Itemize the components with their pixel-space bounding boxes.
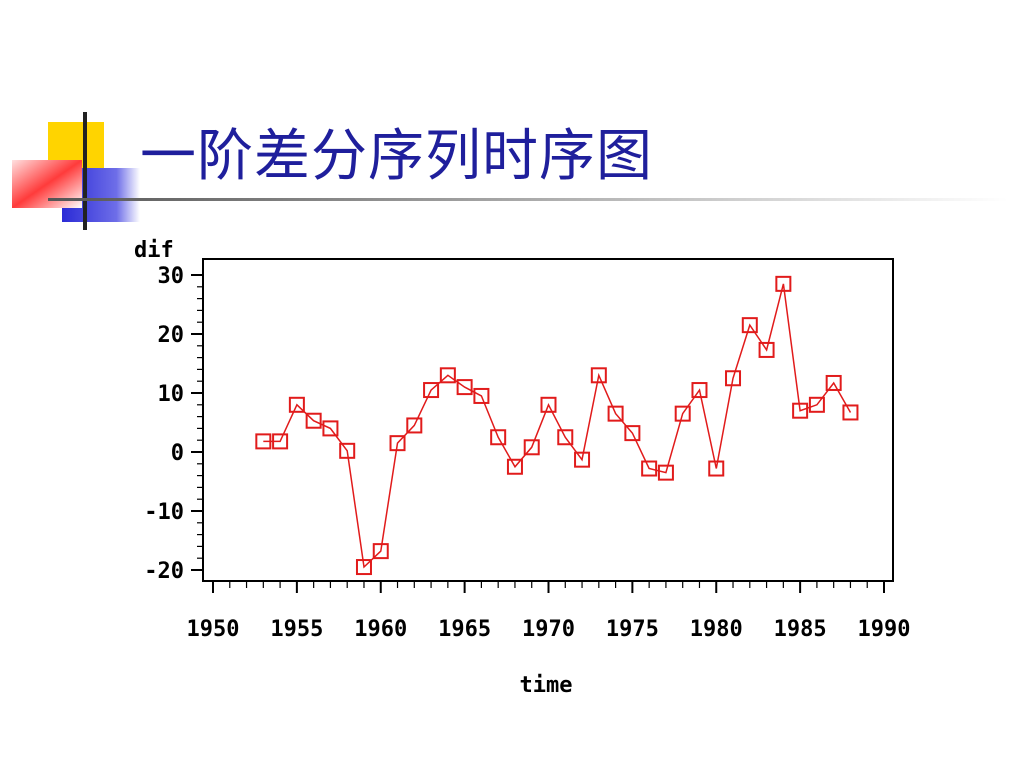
data-point [540, 396, 557, 413]
data-point [758, 341, 775, 358]
data-point [322, 420, 339, 437]
data-point [255, 433, 272, 450]
x-tick-label: 1955 [270, 617, 323, 642]
y-tick-label: -10 [144, 500, 184, 525]
x-tick-label: 1980 [690, 617, 743, 642]
data-point [288, 396, 305, 413]
data-point [607, 405, 624, 422]
data-point [624, 425, 641, 442]
series-points [255, 275, 859, 576]
data-point [523, 439, 540, 456]
data-point [808, 396, 825, 413]
deco-vertical-line [83, 112, 87, 230]
data-point [725, 370, 742, 387]
x-tick-label: 1960 [354, 617, 407, 642]
y-tick-label: -20 [144, 559, 184, 584]
y-tick-label: 20 [158, 323, 185, 348]
y-tick-label: 0 [171, 441, 184, 466]
data-point [691, 382, 708, 399]
x-tick-label: 1950 [187, 617, 240, 642]
data-point [825, 374, 842, 391]
data-point [339, 442, 356, 459]
data-point [708, 460, 725, 477]
x-tick-label: 1975 [606, 617, 659, 642]
x-tick-label: 1970 [522, 617, 575, 642]
data-point [456, 379, 473, 396]
data-point [506, 458, 523, 475]
data-point [372, 543, 389, 560]
data-point [574, 451, 591, 468]
series-line [263, 283, 852, 569]
data-point [792, 402, 809, 419]
y-axis: -20 -10 0 10 20 30 [144, 264, 203, 584]
x-tick-label: 1990 [858, 617, 911, 642]
data-point [674, 405, 691, 422]
data-point [389, 435, 406, 452]
data-point [842, 404, 859, 421]
y-tick-label: 10 [158, 382, 185, 407]
data-point [272, 433, 289, 450]
data-point [305, 412, 322, 429]
y-axis-title: dif [134, 238, 174, 263]
deco-horizontal-line [48, 198, 1008, 201]
data-point [423, 382, 440, 399]
data-point [741, 317, 758, 334]
x-tick-label: 1985 [774, 617, 827, 642]
data-point [473, 387, 490, 404]
data-point [355, 559, 372, 576]
data-point [439, 367, 456, 384]
data-point [590, 367, 607, 384]
data-point [641, 460, 658, 477]
x-axis: 1950 1955 1960 1965 1970 1975 1980 1985 1990 [187, 581, 911, 642]
data-point [557, 429, 574, 446]
title-decoration [12, 112, 1008, 230]
data-point [406, 417, 423, 434]
data-point [490, 429, 507, 446]
x-axis-title: time [520, 673, 573, 698]
data-point [657, 464, 674, 481]
data-point [775, 275, 792, 292]
plot-frame [202, 258, 894, 582]
x-tick-label: 1965 [438, 617, 491, 642]
slide-title: 一阶差分序列时序图 [140, 124, 653, 189]
y-tick-label: 30 [158, 264, 185, 289]
